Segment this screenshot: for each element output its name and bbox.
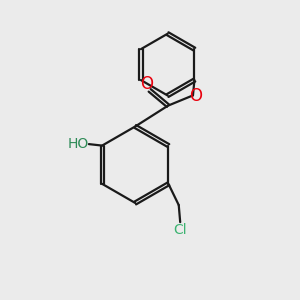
Text: O: O [140, 75, 153, 93]
Text: HO: HO [68, 136, 89, 151]
Text: O: O [189, 87, 202, 105]
Text: Cl: Cl [173, 224, 187, 237]
